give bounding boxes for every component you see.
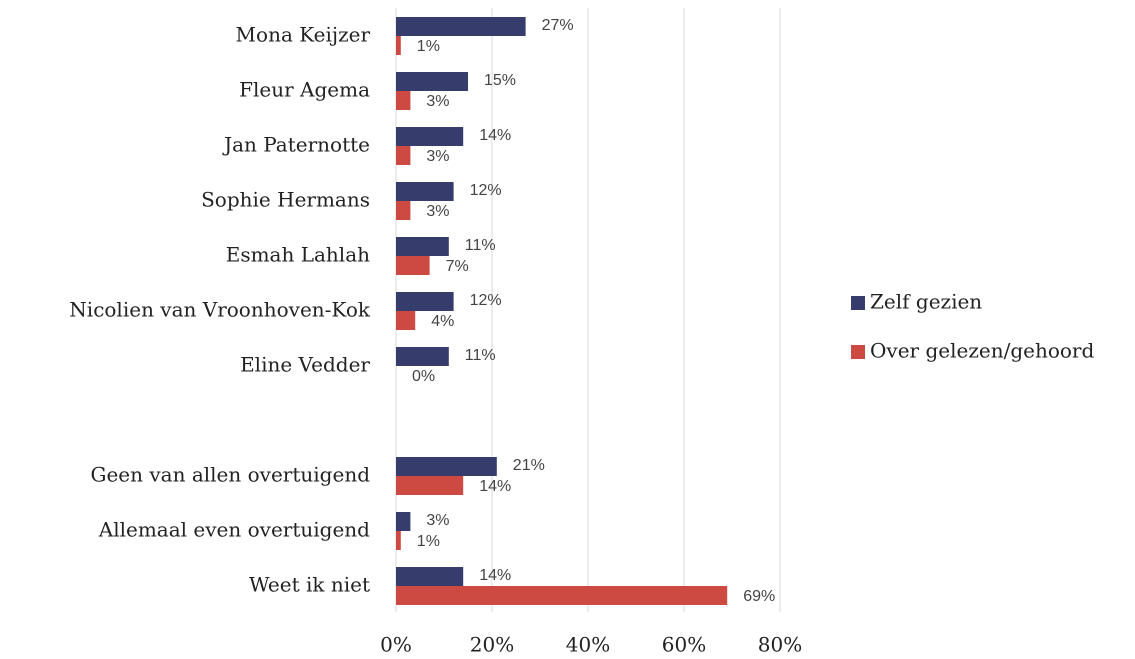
value-label: 11% [465,347,496,364]
category-label: Weet ik niet [249,573,370,597]
category-label: Sophie Hermans [201,188,370,212]
value-label: 69% [743,588,775,605]
value-label: 7% [446,258,469,275]
bar [396,201,411,220]
value-label: 11% [465,237,496,254]
bar [396,91,411,110]
legend-label: Zelf gezien [870,290,982,314]
x-tick-label: 80% [758,633,802,657]
value-label: 3% [426,512,449,529]
category-label: Esmah Lahlah [226,243,370,267]
bar [396,586,728,605]
value-label: 12% [470,292,502,309]
value-label: 3% [426,148,449,165]
value-label: 1% [417,38,440,55]
value-label: 3% [426,93,449,110]
legend-label: Over gelezen/gehoord [870,339,1094,363]
category-label: Eline Vedder [240,353,370,377]
value-label: 1% [417,533,440,550]
value-label: 3% [426,203,449,220]
bar [396,531,401,550]
category-label: Nicolien van Vroonhoven-Kok [69,298,371,322]
bar [396,347,449,366]
bar [396,311,416,330]
bar [396,256,430,275]
bar [396,127,464,146]
category-label: Allemaal even overtuigend [98,518,370,542]
bar [396,72,468,91]
value-label: 15% [484,72,516,89]
legend-swatch [851,345,865,359]
category-label: Fleur Agema [239,78,370,102]
x-tick-label: 60% [662,633,706,657]
value-label: 4% [431,313,454,330]
category-label: Mona Keijzer [236,23,371,47]
value-label: 0% [412,368,435,385]
value-label: 21% [513,457,545,474]
bar [396,567,464,586]
value-label: 14% [479,127,511,144]
bar [396,292,454,311]
bar [396,476,464,495]
bar [396,512,411,531]
category-label: Geen van allen overtuigend [90,463,370,487]
x-tick-label: 0% [380,633,412,657]
category-label: Jan Paternotte [222,133,370,157]
x-tick-label: 20% [470,633,514,657]
value-label: 14% [479,567,511,584]
bar [396,182,454,201]
value-label: 12% [470,182,502,199]
value-label: 27% [542,17,574,34]
x-tick-label: 40% [566,633,610,657]
bar [396,36,401,55]
bar [396,457,497,476]
bar [396,237,449,256]
value-label: 14% [479,478,511,495]
legend-swatch [851,296,865,310]
bar [396,146,411,165]
bar [396,17,526,36]
